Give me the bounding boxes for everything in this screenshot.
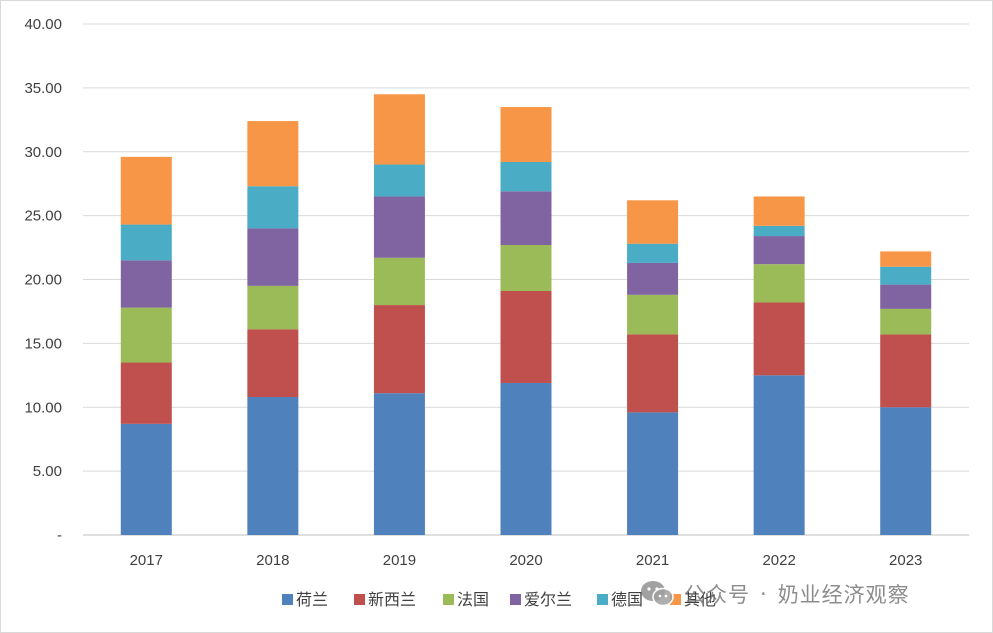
bar-segment-2022-1 [753,302,805,376]
x-tick-label: 2018 [256,552,289,569]
bar-segment-2021-0 [627,412,679,535]
legend-swatch-3 [510,594,521,605]
x-tick-label: 2023 [889,552,922,569]
legend-label: 荷兰 [296,590,328,609]
legend-swatch-0 [282,594,293,605]
bar-segment-2018-4 [247,186,299,229]
bar-segment-2020-1 [500,290,552,383]
legend-label: 德国 [611,590,643,609]
bar-segment-2017-0 [120,423,172,535]
bar-segment-2021-5 [627,200,679,244]
legend-label: 法国 [457,590,489,609]
y-tick-label: 5.00 [33,463,62,480]
y-tick-label: 10.00 [24,399,62,416]
legend-swatch-5 [670,594,681,605]
bar-segment-2023-3 [880,284,932,309]
bar-segment-2018-1 [247,329,299,398]
y-tick-label: 25.00 [24,208,62,225]
y-tick-label: 40.00 [24,16,62,33]
legend-swatch-4 [597,594,608,605]
bar-segment-2023-2 [880,308,932,335]
x-tick-label: 2020 [509,552,542,569]
bar-segment-2021-4 [627,243,679,263]
x-tick-label: 2019 [383,552,416,569]
bar-segment-2022-2 [753,264,805,303]
bar-segment-2018-3 [247,228,299,286]
bar-segment-2020-5 [500,107,552,162]
bar-segment-2021-3 [627,262,679,295]
legend-label: 其他 [684,590,716,609]
bar-segment-2019-4 [373,164,425,197]
legend-swatch-1 [354,594,365,605]
y-tick-label: - [57,527,62,544]
bar-segment-2019-0 [373,393,425,535]
legend-label: 新西兰 [368,590,416,609]
bar-segment-2017-5 [120,156,172,225]
bar-segment-2023-1 [880,334,932,408]
bar-segment-2023-5 [880,251,932,267]
y-tick-label: 30.00 [24,144,62,161]
bar-segment-2017-2 [120,307,172,363]
bar-segment-2021-2 [627,294,679,335]
bar-segment-2023-0 [880,407,932,535]
legend-label: 爱尔兰 [524,590,572,609]
y-tick-label: 20.00 [24,272,62,289]
bar-segment-2022-0 [753,375,805,535]
bar-segment-2017-1 [120,362,172,424]
bar-segment-2018-0 [247,397,299,535]
bar-segment-2019-2 [373,257,425,306]
bar-segment-2022-3 [753,236,805,265]
bar-segment-2017-3 [120,260,172,308]
bar-segment-2019-5 [373,94,425,165]
bar-segment-2020-4 [500,161,552,192]
bar-segment-2019-1 [373,305,425,394]
x-tick-label: 2017 [130,552,163,569]
bar-segment-2020-0 [500,382,552,535]
bar-segment-2018-2 [247,285,299,330]
bar-segment-2020-2 [500,245,552,291]
bar-segment-2018-5 [247,121,299,187]
bar-segment-2023-4 [880,266,932,285]
bar-segment-2017-4 [120,224,172,261]
bar-segment-2019-3 [373,196,425,258]
y-tick-label: 15.00 [24,335,62,352]
bar-segment-2022-4 [753,225,805,237]
bar-segment-2020-3 [500,191,552,246]
legend-swatch-2 [443,594,454,605]
bar-segment-2022-5 [753,196,805,226]
bar-segment-2021-1 [627,334,679,413]
x-tick-label: 2021 [636,552,669,569]
y-tick-label: 35.00 [24,80,62,97]
x-tick-label: 2022 [762,552,795,569]
